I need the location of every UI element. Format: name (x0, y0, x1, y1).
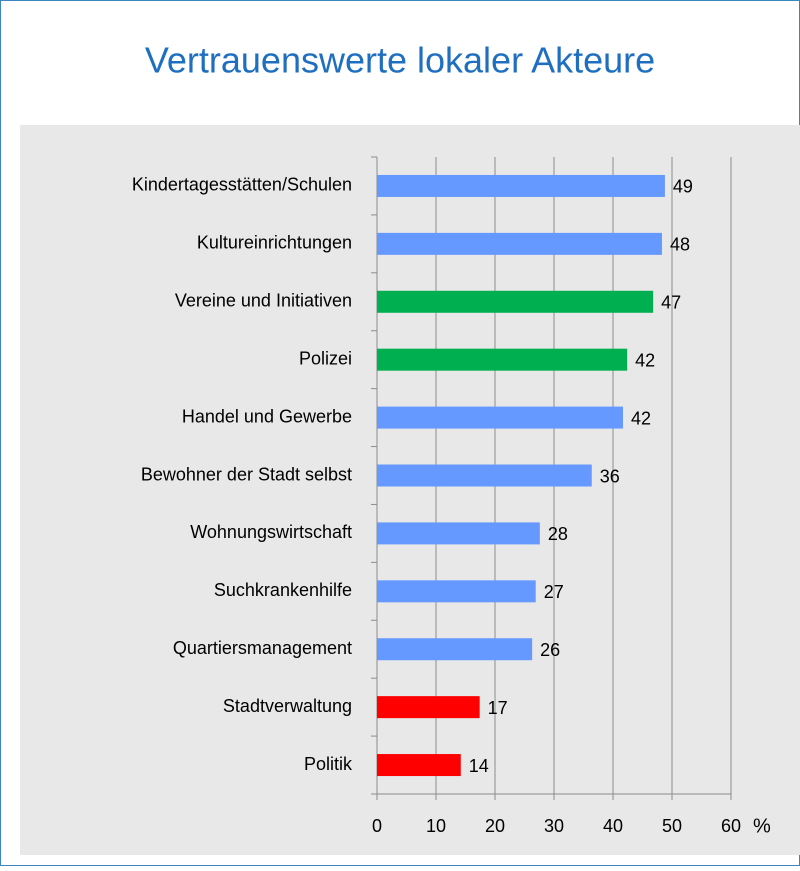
x-tick-label: 20 (485, 816, 505, 836)
value-label: 42 (631, 408, 651, 428)
value-label: 17 (488, 698, 508, 718)
bar (377, 174, 665, 197)
y-tick-label: Kultureinrichtungen (197, 233, 352, 253)
x-tick-label: 30 (544, 816, 564, 836)
value-label: 27 (544, 582, 564, 602)
value-label: 47 (661, 293, 681, 313)
y-tick-label: Polizei (299, 348, 352, 368)
x-axis-label: % (753, 815, 771, 837)
bar (377, 522, 540, 545)
value-label: 42 (635, 350, 655, 370)
value-label: 36 (600, 466, 620, 486)
value-label: 49 (673, 177, 693, 197)
value-label: 28 (548, 524, 568, 544)
x-tick-label: 50 (662, 816, 682, 836)
bar (377, 696, 480, 719)
bar (377, 464, 592, 487)
value-label: 48 (670, 235, 690, 255)
y-tick-label: Politik (304, 754, 353, 774)
y-tick-label: Stadtverwaltung (223, 696, 352, 716)
y-tick-label: Vereine und Initiativen (175, 291, 352, 311)
bar (377, 580, 536, 603)
bar (377, 754, 461, 777)
chart-title: Vertrauenswerte lokaler Akteure (145, 40, 655, 81)
bar (377, 232, 662, 255)
value-label: 14 (469, 756, 489, 776)
x-tick-label: 10 (426, 816, 446, 836)
y-tick-label: Bewohner der Stadt selbst (141, 464, 352, 484)
bar (377, 638, 533, 661)
y-tick-label: Kindertagesstätten/Schulen (132, 175, 352, 195)
bar (377, 348, 628, 371)
x-tick-label: 0 (372, 816, 382, 836)
x-tick-label: 60 (721, 816, 741, 836)
bar (377, 290, 654, 313)
y-tick-label: Suchkrankenhilfe (214, 580, 352, 600)
bar (377, 406, 624, 429)
value-label: 26 (540, 640, 560, 660)
y-tick-label: Handel und Gewerbe (182, 406, 352, 426)
y-tick-label: Quartiersmanagement (173, 638, 352, 658)
y-tick-label: Wohnungswirtschaft (190, 522, 352, 542)
x-tick-label: 40 (603, 816, 623, 836)
